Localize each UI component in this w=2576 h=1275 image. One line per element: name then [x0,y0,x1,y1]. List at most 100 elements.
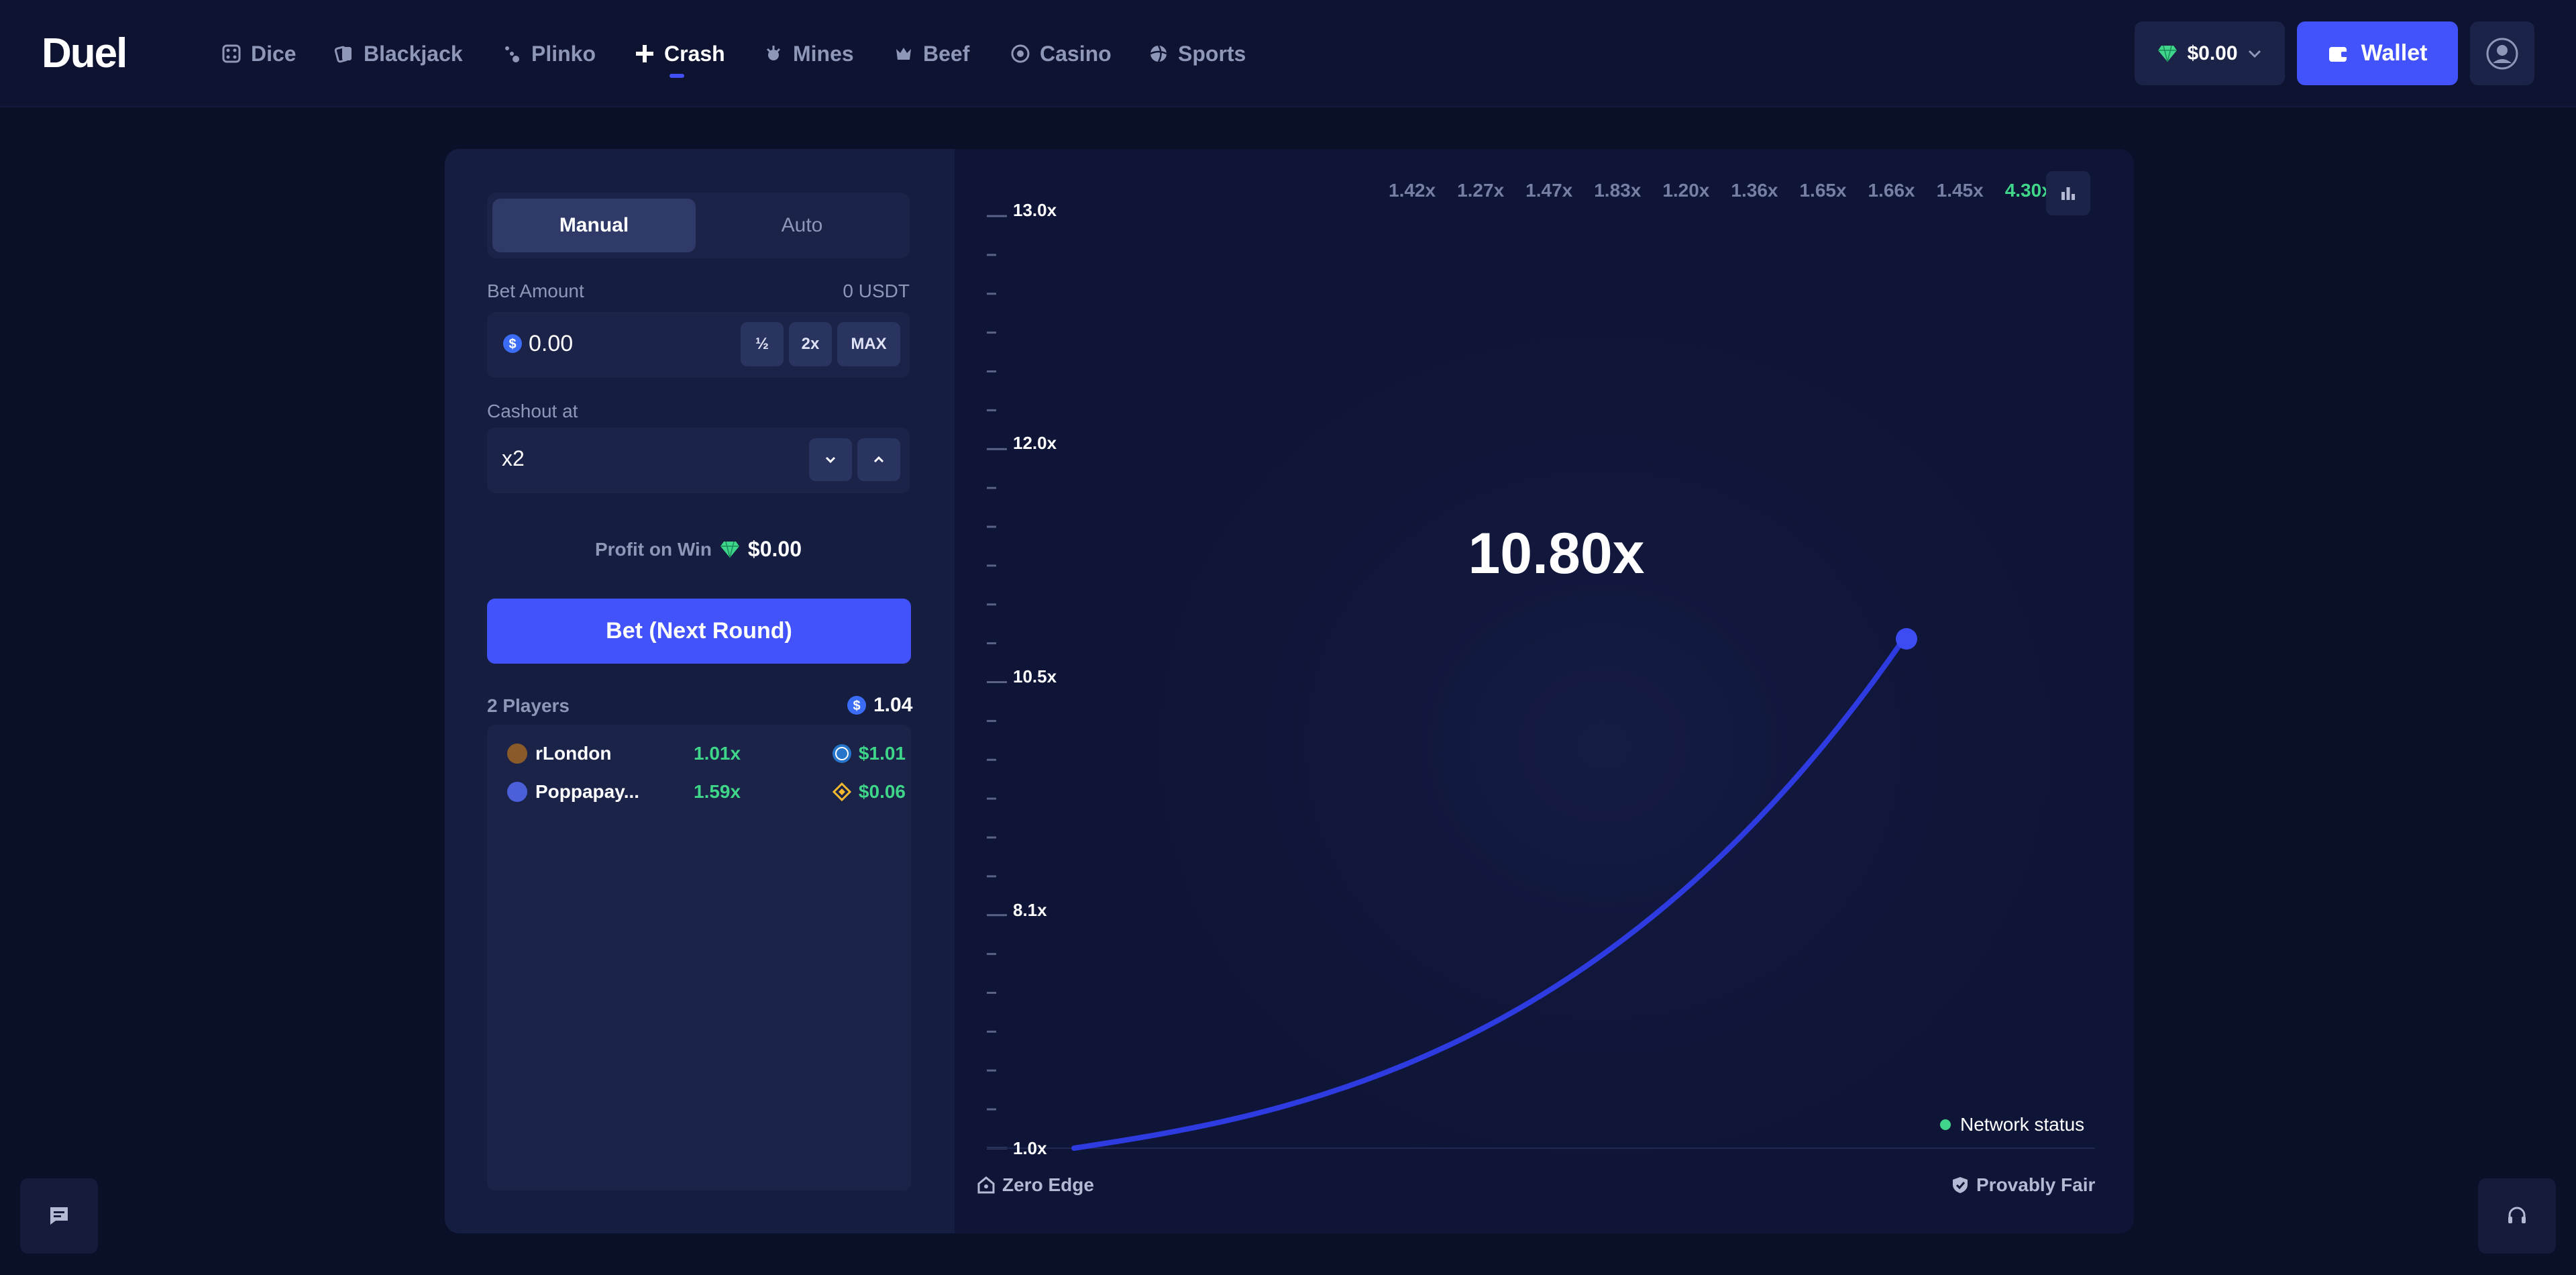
dice-icon [221,44,241,64]
bar-chart-icon [2059,184,2078,203]
player-payout-value: $0.06 [858,781,906,802]
history-item[interactable]: 1.42x [1389,180,1436,201]
network-status-label: Network status [1960,1114,2085,1135]
player-row: Poppapay... 1.59x $0.06 [507,775,906,809]
nav-label-beef: Beef [923,41,970,66]
history-item[interactable]: 1.47x [1525,180,1573,201]
players-count: 2 Players [487,695,570,716]
chat-button[interactable] [20,1178,98,1254]
nav-item-dice[interactable]: Dice [221,34,297,74]
wallet-button[interactable]: Wallet [2297,21,2458,85]
sports-ball-icon [1148,44,1169,64]
double-bet-button[interactable]: 2x [789,322,832,366]
round-history: 1.42x 1.27x 1.47x 1.83x 1.20x 1.36x 1.65… [1389,180,2074,207]
bnb-icon [832,782,852,802]
history-item[interactable]: 4.30x [2004,180,2052,201]
y-axis-label: 12.0x [1013,433,1057,453]
half-bet-button[interactable]: ½ [741,322,784,366]
player-avatar [507,744,527,764]
gem-icon [720,541,740,558]
chat-icon [48,1205,70,1227]
mines-icon [763,44,784,64]
nav-item-blackjack[interactable]: Blackjack [334,34,463,74]
nav-label-dice: Dice [251,41,297,66]
headset-icon [2506,1205,2528,1227]
history-item[interactable]: 1.36x [1731,180,1778,201]
history-item[interactable]: 1.27x [1457,180,1505,201]
profit-value: $0.00 [747,537,802,561]
curve-head-dot [1896,628,1917,650]
nav-label-crash: Crash [664,41,725,66]
cashout-increase-button[interactable] [857,438,900,481]
svg-text:$: $ [853,699,860,713]
usd-coin-icon: $ [847,695,867,715]
history-item[interactable]: 1.66x [1868,180,1915,201]
current-multiplier: 10.80x [1468,521,1645,586]
profit-on-win: Profit on Win $0.00 [487,537,910,562]
nav-label-casino: Casino [1040,41,1112,66]
wallet-icon [2328,44,2349,63]
players-total-value: 1.04 [873,694,913,716]
player-multiplier: 1.01x [694,743,741,764]
cashout-decrease-button[interactable] [809,438,852,481]
nav-item-crash[interactable]: Crash [635,34,725,74]
network-status: Network status [1940,1114,2084,1135]
nav-label-mines: Mines [793,41,854,66]
player-payout: $1.01 [801,743,906,764]
y-axis-label: 1.0x [1013,1138,1047,1158]
support-button[interactable] [2478,1178,2556,1254]
y-axis-label: 10.5x [1013,666,1057,686]
user-icon [2486,38,2518,70]
cards-icon [334,44,354,64]
nav-item-beef[interactable]: Beef [894,34,969,74]
zero-edge-label: Zero Edge [1002,1174,1094,1195]
nav-item-sports[interactable]: Sports [1148,34,1246,74]
tab-manual[interactable]: Manual [492,199,696,252]
player-name: rLondon [535,743,612,764]
balance-value: $0.00 [2187,42,2238,64]
history-item[interactable]: 1.45x [1936,180,1984,201]
gem-icon [2157,45,2178,62]
player-payout-value: $1.01 [858,743,906,764]
shield-check-icon [1951,1176,1970,1194]
chevron-down-icon [2247,49,2262,58]
bet-balance-hint: 0 USDT [843,280,910,301]
chevron-up-icon [872,455,885,464]
cashout-value[interactable]: x2 [502,446,525,470]
nav-item-mines[interactable]: Mines [763,34,854,74]
provably-fair[interactable]: Provably Fair [1951,1174,2095,1196]
history-item[interactable]: 1.65x [1799,180,1847,201]
casino-chip-icon [1010,44,1030,64]
crash-icon [635,44,655,64]
max-bet-button[interactable]: MAX [837,322,900,366]
y-axis-ticks [987,215,1007,1150]
history-item[interactable]: 1.83x [1594,180,1642,201]
plinko-icon [502,44,522,64]
player-multiplier: 1.59x [694,781,741,802]
provably-fair-label: Provably Fair [1976,1174,2096,1195]
bet-button[interactable]: Bet (Next Round) [487,599,911,664]
player-row: rLondon 1.01x $1.01 [507,737,906,770]
nav-item-casino[interactable]: Casino [1010,34,1112,74]
user-avatar-button[interactable] [2470,21,2534,85]
status-dot-icon [1940,1119,1951,1130]
y-axis-label: 13.0x [1013,200,1057,220]
tab-auto[interactable]: Auto [781,214,823,236]
usd-coin-icon: $ [502,334,523,354]
crash-chart: 13.0x 12.0x 10.5x 8.1x 1.0x [987,200,2095,1158]
y-axis-label: 8.1x [1013,900,1047,920]
nav-item-plinko[interactable]: Plinko [502,34,596,74]
wallet-label: Wallet [2361,40,2428,66]
history-item[interactable]: 1.20x [1662,180,1710,201]
bet-amount-value[interactable]: 0.00 [529,331,574,356]
chevron-down-icon [824,455,837,464]
balance-dropdown[interactable]: $0.00 [2135,21,2285,85]
bet-amount-label: Bet Amount [487,280,584,301]
logo[interactable]: Duel [42,30,127,76]
active-tab-indicator [669,74,684,78]
zero-edge[interactable]: Zero Edge [977,1174,1094,1196]
stats-button[interactable] [2046,171,2090,215]
usdc-icon [832,744,852,764]
profit-label: Profit on Win [594,538,712,560]
crash-curve [1071,636,1907,1151]
